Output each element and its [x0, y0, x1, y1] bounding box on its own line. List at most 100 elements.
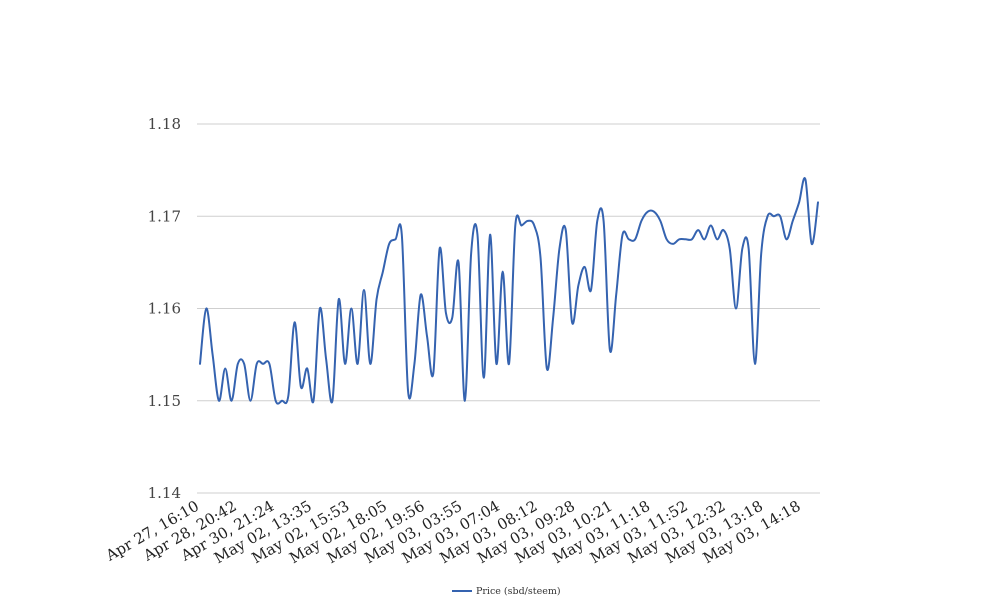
data-point [626, 236, 632, 242]
data-point [229, 398, 235, 404]
data-point [538, 255, 544, 261]
data-point [342, 361, 348, 367]
data-point [556, 246, 562, 252]
data-point [714, 236, 720, 242]
data-point [474, 232, 480, 238]
data-point [317, 306, 323, 312]
data-point [569, 319, 575, 325]
data-point [222, 365, 228, 371]
data-point [216, 398, 222, 404]
data-point [304, 365, 310, 371]
data-point [550, 315, 556, 321]
data-point [783, 236, 789, 242]
data-point [506, 361, 512, 367]
data-point [380, 269, 386, 275]
data-point [500, 269, 506, 275]
data-point [374, 296, 380, 302]
data-point [266, 361, 272, 367]
data-point [802, 176, 808, 182]
data-point [689, 236, 695, 242]
data-point [260, 361, 266, 367]
legend[interactable]: Price (sbd/steem) [452, 586, 561, 597]
data-point [651, 209, 657, 215]
gridlines [197, 123, 820, 494]
data-point [468, 250, 474, 256]
y-tick-label: 1.14 [148, 484, 181, 502]
data-point [525, 218, 531, 224]
data-point [727, 246, 733, 252]
data-point [405, 389, 411, 395]
data-point [210, 352, 216, 358]
y-axis-tick-labels: 1.14 1.15 1.16 1.17 1.18 [148, 115, 181, 502]
y-tick-label: 1.15 [148, 392, 181, 410]
data-point [676, 236, 682, 242]
data-point [638, 218, 644, 224]
data-point [670, 241, 676, 247]
data-point [336, 296, 342, 302]
data-point [563, 227, 569, 233]
data-point [493, 361, 499, 367]
data-point [582, 264, 588, 270]
data-point [664, 236, 670, 242]
data-point [197, 361, 203, 367]
data-point [411, 361, 417, 367]
data-point [235, 361, 241, 367]
data-point [449, 315, 455, 321]
data-point [386, 241, 392, 247]
data-point [657, 218, 663, 224]
data-point [279, 398, 285, 404]
data-point [607, 347, 613, 353]
legend-label-price: Price (sbd/steem) [476, 586, 561, 597]
data-point [695, 227, 701, 233]
data-point [392, 236, 398, 242]
data-point [203, 306, 209, 312]
data-point [777, 213, 783, 219]
data-point [683, 236, 689, 242]
data-point [424, 333, 430, 339]
data-point [531, 222, 537, 228]
data-point [601, 218, 607, 224]
data-point [588, 287, 594, 293]
data-point [323, 356, 329, 362]
data-point [399, 232, 405, 238]
data-point [298, 384, 304, 390]
data-point [273, 398, 279, 404]
data-point [739, 246, 745, 252]
data-point [462, 398, 468, 404]
data-point [355, 361, 361, 367]
data-point [487, 232, 493, 238]
data-point [746, 246, 752, 252]
data-point [241, 361, 247, 367]
data-point [701, 236, 707, 242]
data-point [481, 375, 487, 381]
data-point [620, 232, 626, 238]
data-point [752, 361, 758, 367]
data-point [456, 259, 462, 265]
data-point [720, 227, 726, 233]
data-point [285, 393, 291, 399]
series-layer [197, 176, 819, 405]
data-point [594, 218, 600, 224]
data-point [613, 292, 619, 298]
data-point [418, 292, 424, 298]
data-point [645, 209, 651, 215]
data-point [790, 218, 796, 224]
data-point [733, 306, 739, 312]
data-point [758, 250, 764, 256]
data-point [443, 310, 449, 316]
data-point [708, 222, 714, 228]
y-tick-label: 1.17 [148, 207, 181, 225]
data-point [519, 222, 525, 228]
data-point [632, 236, 638, 242]
data-point [809, 241, 815, 247]
data-point [575, 282, 581, 288]
data-point [292, 319, 298, 325]
data-point [247, 398, 253, 404]
y-tick-label: 1.16 [148, 300, 181, 318]
data-point [437, 246, 443, 252]
data-point [254, 361, 260, 367]
data-point [430, 370, 436, 376]
data-point [512, 222, 518, 228]
